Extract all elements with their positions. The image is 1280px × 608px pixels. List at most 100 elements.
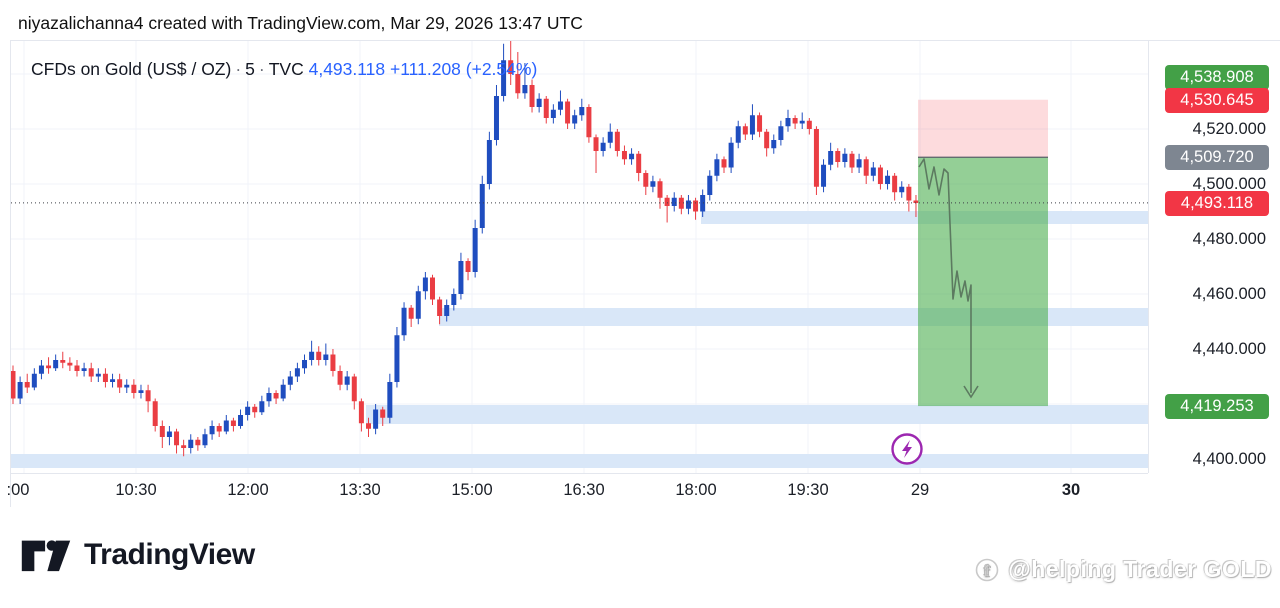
price-axis[interactable]: 4,520.000 4,500.000 4,480.000 4,460.000 4,44… [1148, 41, 1280, 473]
candle-body [401, 307, 407, 336]
candle-body [67, 362, 73, 366]
candle-body [216, 426, 222, 432]
price-change: +111.208 (+2.54%) [390, 59, 538, 79]
candle-body [81, 368, 87, 371]
candle-body [351, 376, 357, 402]
tradingview-logo[interactable]: TradingView [20, 536, 255, 574]
candle-body [316, 351, 322, 360]
candle-body [166, 431, 172, 437]
candle-body [238, 415, 244, 426]
chart-pane[interactable]: CFDs on Gold (US$ / OZ) · 5 · TVC 4,493.118 … [11, 41, 1148, 473]
candle-body [337, 371, 343, 385]
candle-body [209, 426, 215, 435]
candle-body [813, 129, 819, 187]
candle-body [678, 197, 684, 209]
candle-body [46, 365, 52, 369]
stop-loss-label: 4,530.645 [1165, 87, 1269, 113]
candle-body [757, 115, 763, 132]
candle-body [742, 126, 748, 135]
candle-body [188, 439, 194, 448]
separator-dot: · [235, 59, 242, 79]
candle-body [714, 159, 720, 176]
candle-body [88, 368, 94, 377]
candle-body [508, 60, 514, 74]
candle-body [53, 360, 59, 369]
high-target-label: 4,538.908 [1165, 65, 1269, 90]
position-loss-box [918, 99, 1048, 158]
time-axis[interactable]: :00 10:30 12:00 13:30 15:00 16:30 18:00 19:30 29… [7, 473, 1148, 507]
projection-arrow-head [963, 385, 979, 399]
candle-body [614, 131, 620, 151]
candlestick-chart [11, 41, 1148, 473]
candle-body [913, 200, 919, 203]
price-tick: 4,480.000 [1192, 230, 1266, 248]
candle-body [607, 131, 613, 143]
candle-body [309, 351, 315, 360]
candle-body [885, 175, 891, 184]
candle-body [735, 126, 741, 143]
candle-body [252, 406, 258, 413]
candle-body [664, 197, 670, 206]
candle-body [892, 175, 898, 193]
candle-body [344, 376, 350, 385]
candle-body [181, 445, 187, 448]
candle-body [877, 167, 883, 184]
candle-body [657, 181, 663, 198]
interval-value: 5 [245, 59, 255, 79]
price-tick: 4,440.000 [1192, 340, 1266, 358]
price-tick: 4,460.000 [1192, 285, 1266, 303]
candle-body [870, 167, 876, 176]
candle-body [273, 393, 279, 399]
time-label: 15:00 [451, 481, 493, 499]
candle-body [366, 423, 371, 429]
candle-body [280, 384, 286, 399]
candle-body [195, 439, 201, 446]
candle-body [728, 142, 734, 168]
svg-text:f: f [984, 563, 990, 580]
candle-body [685, 200, 691, 209]
candle-body [835, 151, 841, 162]
time-label: :00 [6, 481, 30, 499]
candle-body [856, 159, 862, 168]
tradingview-logo-text: TradingView [84, 538, 255, 571]
candle-body [465, 261, 471, 272]
candle-body [74, 365, 80, 371]
price-zone [366, 405, 1148, 424]
projection-arrow [918, 158, 972, 393]
candle-body [245, 406, 251, 415]
candle-body [629, 153, 635, 160]
candle-body [493, 96, 499, 140]
candle-body [429, 277, 435, 300]
candle-body [529, 85, 535, 107]
candle-body [650, 181, 656, 187]
price-tick: 4,500.000 [1192, 175, 1266, 193]
candle-body [479, 184, 485, 228]
flash-bolt-glyph [902, 440, 912, 458]
price-zone [11, 454, 1148, 468]
candle-body [579, 107, 585, 116]
candle-body [785, 118, 791, 127]
candle-body [230, 420, 236, 426]
candle-body [906, 186, 912, 201]
candle-body [117, 379, 123, 388]
entry-price-label: 4,509.720 [1165, 145, 1269, 171]
candle-body [557, 101, 563, 110]
candle-body [323, 354, 329, 360]
symbol-name: CFDs on Gold (US$ / OZ) [31, 59, 232, 79]
candle-body [707, 175, 713, 195]
time-label: 12:00 [227, 481, 269, 499]
candle-body [95, 373, 101, 377]
candle-body [408, 307, 414, 319]
candle-body [223, 420, 229, 432]
candle-body [38, 365, 44, 374]
candle-body [472, 228, 478, 272]
candle-body [792, 118, 798, 124]
last-price-label: 4,493.118 [1165, 190, 1269, 216]
candle-body [721, 159, 727, 168]
candle-body [415, 291, 421, 319]
candle-body [174, 431, 180, 446]
symbol-header[interactable]: CFDs on Gold (US$ / OZ) · 5 · TVC 4,493.118 … [31, 59, 537, 80]
candle-body [259, 401, 265, 413]
candle-body [849, 153, 855, 168]
